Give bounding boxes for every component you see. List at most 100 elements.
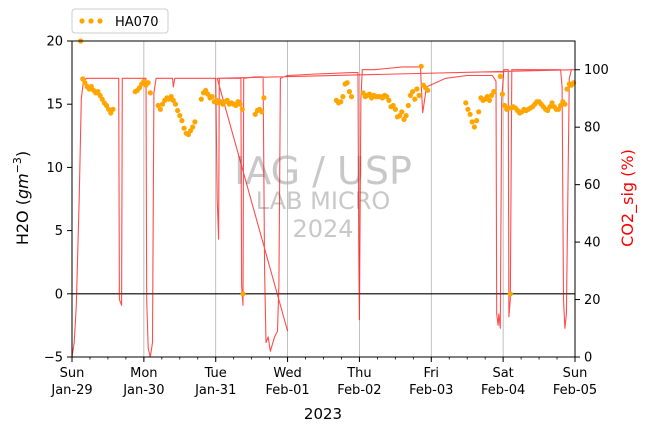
y-right-tick-label: 80	[584, 121, 601, 136]
ha070-point	[471, 124, 477, 130]
x-tick-label-date: Jan-29	[50, 383, 92, 398]
ha070-point	[392, 106, 398, 112]
y-right-axis-label: CO2_sig (%)	[618, 149, 638, 247]
x-axis-ticks: Sun Jan-29 Mon Jan-30 Tue Jan-31 Wed Feb-01 Thu F…	[50, 357, 597, 398]
legend-dot	[79, 18, 85, 24]
ha070-point	[497, 73, 503, 79]
ha070-point	[403, 113, 409, 119]
y-left-tick-label: 15	[46, 98, 63, 113]
ha070-point	[82, 80, 88, 86]
ha070-point	[252, 111, 258, 117]
y-left-label-main: H2O (	[13, 199, 32, 245]
ha070-point	[467, 111, 473, 117]
ha070-point	[507, 291, 513, 297]
y-left-tick-label: 0	[55, 287, 63, 302]
ha070-point	[172, 101, 179, 107]
ha070-point	[491, 89, 497, 95]
ha070-point	[545, 107, 551, 114]
x-tick-label-dow: Sun	[563, 366, 588, 381]
y-left-label-close: )	[13, 151, 32, 157]
ha070-point	[399, 109, 405, 115]
y-left-label-unit: gm	[13, 173, 32, 199]
x-tick-label-date: Jan-30	[122, 383, 164, 398]
x-tick-label-dow: Fri	[424, 366, 440, 381]
x-tick-label-dow: Mon	[130, 366, 157, 381]
ha070-point	[145, 80, 151, 86]
ha070-point	[489, 92, 495, 98]
ha070-point	[418, 63, 424, 69]
ha070-point	[155, 102, 161, 109]
ha070-point	[177, 113, 183, 119]
y-left-tick-label: 20	[46, 35, 63, 50]
ha070-point	[384, 94, 390, 100]
ha070-point	[558, 102, 564, 109]
ha070-point	[412, 96, 418, 102]
ha070-point	[476, 109, 482, 115]
ha070-point	[179, 118, 185, 124]
x-tick-label-date: Feb-01	[265, 383, 309, 398]
ha070-point	[547, 104, 553, 110]
ha070-point	[141, 78, 147, 84]
ha070-point	[407, 92, 413, 98]
ha070-point	[168, 94, 174, 100]
ha070-point	[502, 102, 508, 109]
ha070-point	[88, 83, 94, 90]
x-tick-label-dow: Tue	[204, 366, 227, 381]
co2-sig-series	[71, 66, 576, 358]
ha070-point	[410, 89, 416, 95]
ha070-point	[205, 91, 211, 97]
y-right-tick-label: 40	[584, 236, 601, 251]
ha070-point	[346, 89, 352, 95]
ha070-point	[190, 124, 196, 130]
ha070-point	[181, 125, 187, 131]
ha070-point	[159, 101, 166, 107]
ha070-point	[474, 118, 480, 124]
ha070-point	[240, 291, 246, 297]
ha070-point	[237, 101, 243, 107]
x-tick-label-dow: Thu	[346, 366, 371, 381]
ha070-point	[401, 116, 407, 122]
ha070-point	[239, 106, 245, 112]
ha070-point	[224, 97, 230, 103]
legend-box	[71, 8, 169, 34]
ha070-point	[405, 102, 411, 109]
y-right-ticks: 0 20 40 60 80 100	[575, 63, 609, 366]
y-left-tick-label: 10	[46, 161, 63, 176]
ha070-point	[390, 102, 396, 109]
ha070-point	[233, 102, 239, 109]
ha070-point	[192, 119, 198, 125]
ha070-point	[469, 119, 475, 125]
x-tick-label-dow: Sat	[492, 366, 513, 381]
ha070-point	[549, 100, 555, 106]
ha070-point	[261, 95, 267, 101]
legend: HA070	[71, 8, 169, 34]
ha070-point	[463, 100, 469, 106]
ha070-point	[397, 113, 403, 119]
y-left-tick-label: 5	[55, 224, 63, 239]
ha070-point	[136, 85, 143, 91]
ha070-point	[555, 106, 562, 112]
ha070-point	[147, 90, 153, 96]
watermark-line: LAB MICRO	[256, 187, 391, 215]
ha070-point	[80, 76, 86, 82]
y-right-tick-label: 100	[584, 63, 609, 78]
ha070-point	[414, 86, 420, 92]
ha070-point	[386, 97, 392, 103]
ha070-point	[203, 87, 209, 93]
ha070-point	[366, 91, 373, 97]
ha070-series	[78, 38, 577, 297]
x-axis-label: 2023	[304, 405, 342, 423]
ha070-point	[185, 131, 191, 138]
x-tick-label-dow: Wed	[273, 366, 301, 381]
ha070-point	[499, 91, 505, 97]
legend-dot	[97, 18, 103, 24]
x-tick-label-date: Jan-31	[194, 383, 236, 398]
x-tick-label-date: Feb-02	[337, 383, 381, 398]
ha070-point	[340, 94, 346, 100]
ha070-point	[157, 106, 163, 112]
co2-sig-line	[71, 66, 576, 358]
ha070-point	[170, 97, 176, 103]
ha070-point	[198, 96, 204, 102]
y-left-ticks: −5 0 5 10 15 20	[44, 35, 72, 366]
legend-label: HA070	[115, 15, 158, 30]
